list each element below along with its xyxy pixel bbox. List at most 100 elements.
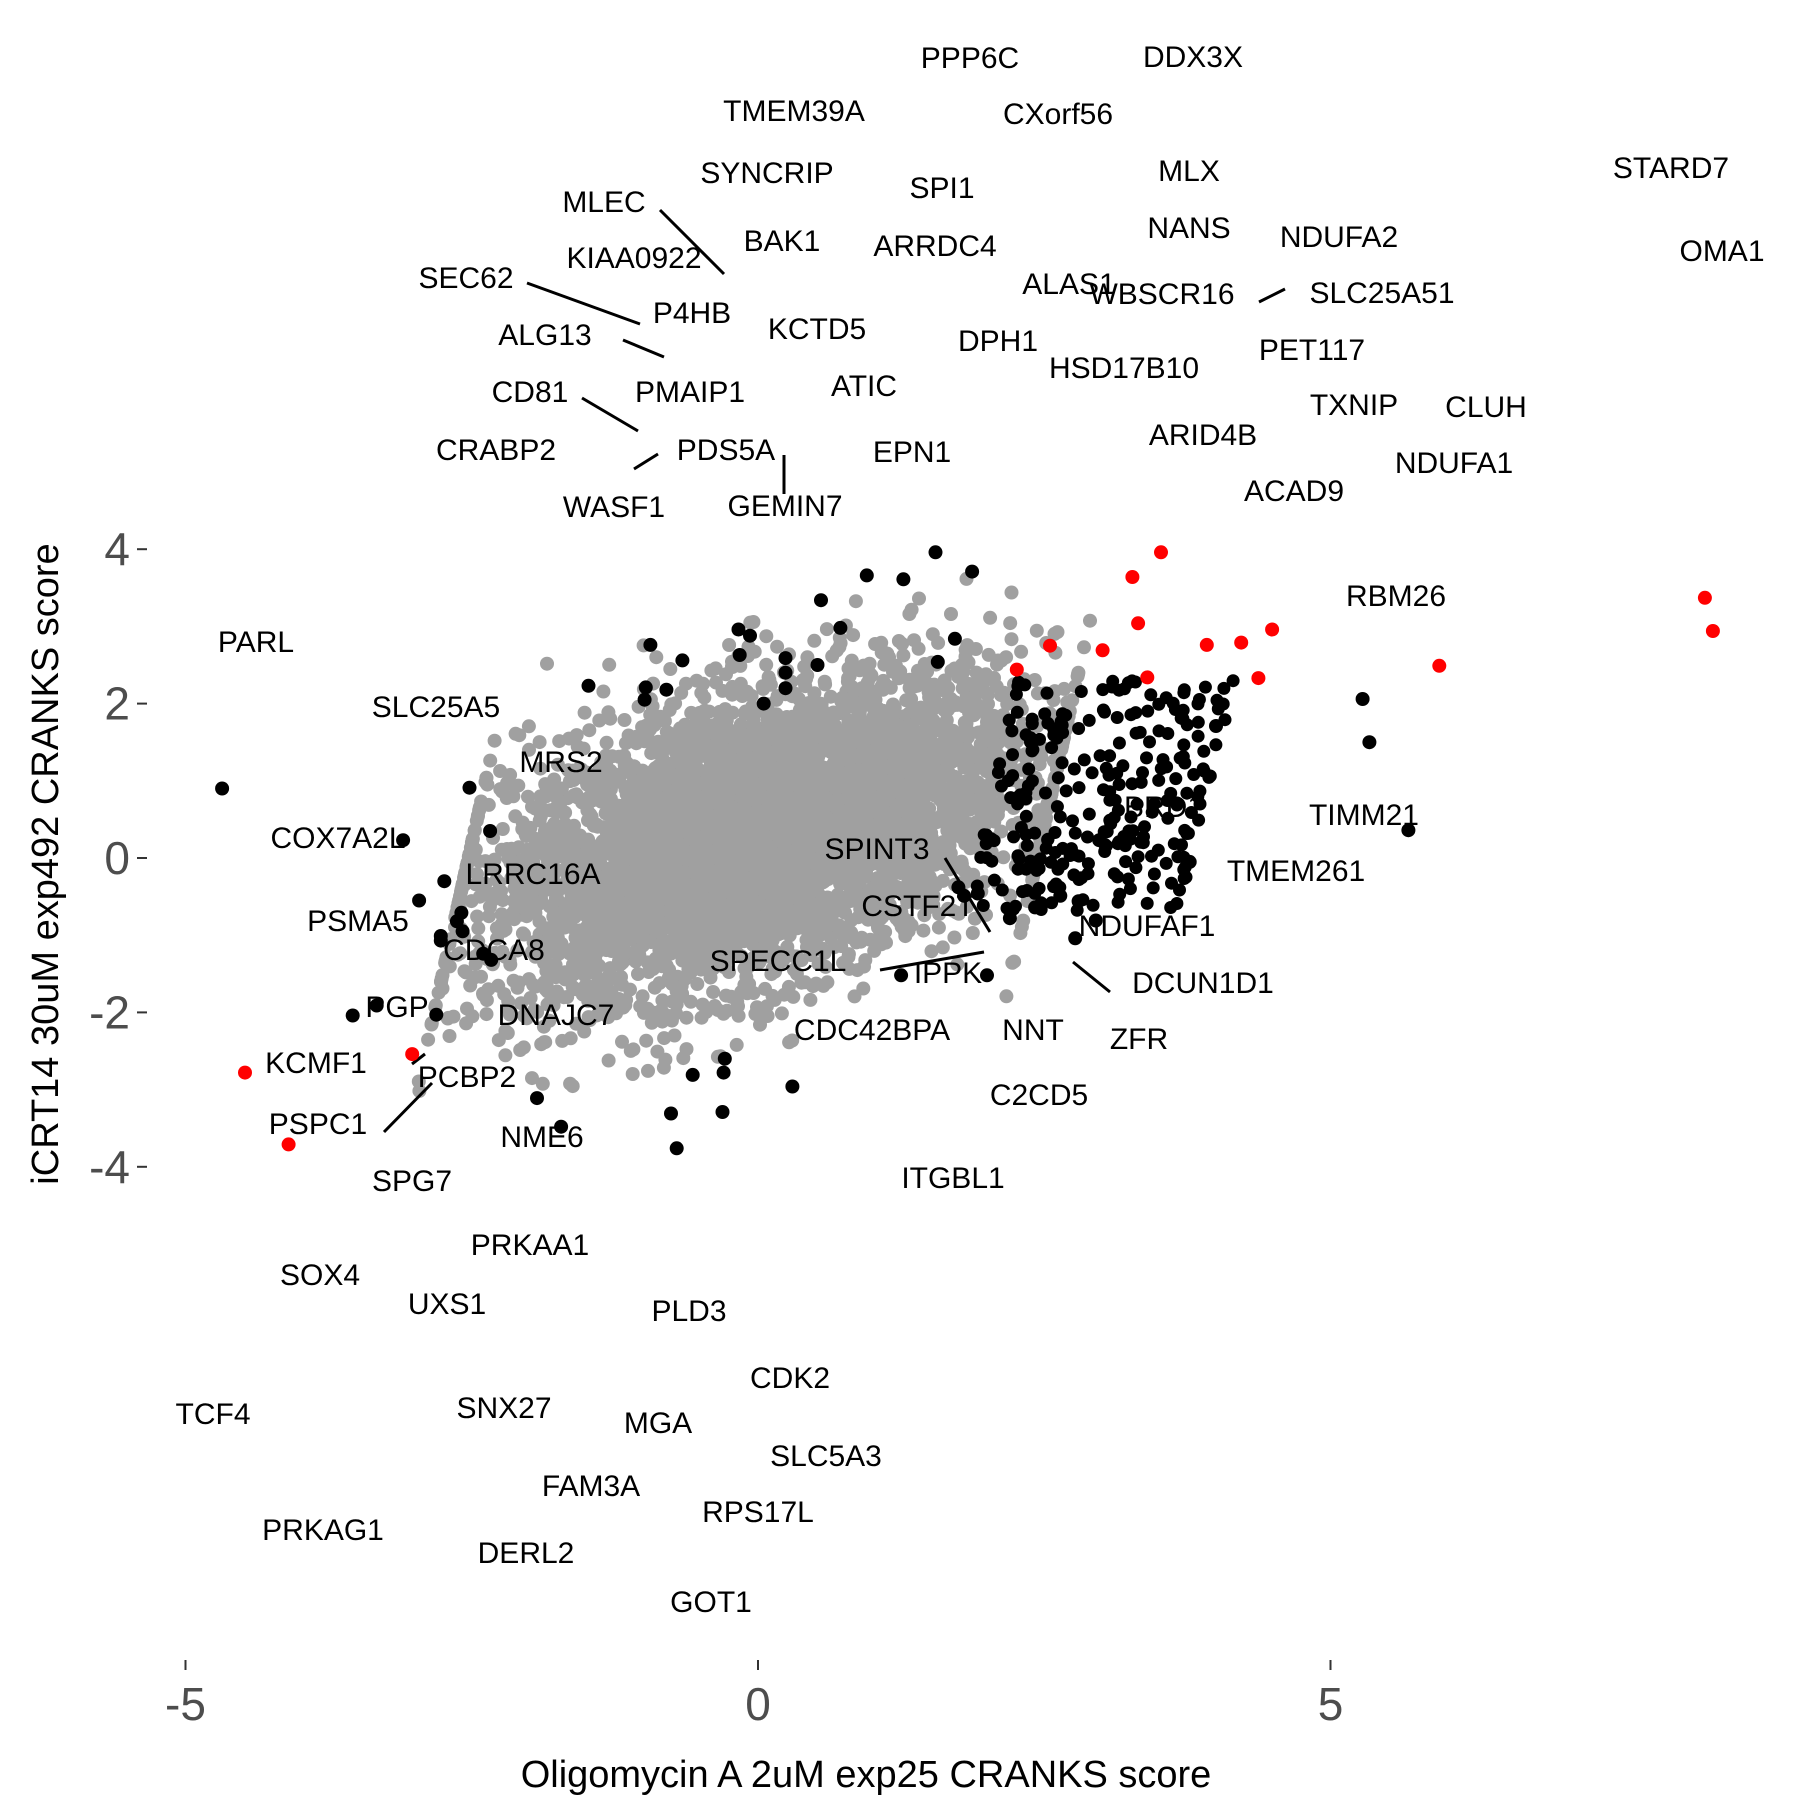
background-point bbox=[587, 851, 602, 866]
background-point bbox=[786, 852, 800, 866]
background-point bbox=[768, 964, 783, 979]
background-point bbox=[669, 997, 684, 1012]
background-point bbox=[615, 867, 630, 882]
background-point bbox=[807, 633, 822, 648]
background-point bbox=[479, 993, 494, 1008]
background-point bbox=[926, 737, 941, 752]
background-point bbox=[582, 1013, 597, 1027]
background-point bbox=[498, 1048, 513, 1063]
background-point bbox=[663, 662, 678, 676]
background-point bbox=[481, 982, 496, 997]
background-point bbox=[716, 1006, 731, 1021]
background-point bbox=[487, 733, 502, 748]
background-point bbox=[864, 851, 879, 866]
background-point bbox=[737, 706, 752, 721]
background-point bbox=[594, 934, 609, 949]
background-point bbox=[519, 1011, 534, 1026]
background-point bbox=[453, 946, 468, 961]
background-point bbox=[959, 899, 974, 914]
background-point bbox=[1077, 640, 1091, 655]
background-point bbox=[961, 655, 976, 670]
background-point bbox=[735, 800, 750, 815]
background-point bbox=[902, 786, 917, 801]
background-point bbox=[539, 979, 554, 994]
background-point bbox=[746, 615, 761, 629]
background-point bbox=[655, 993, 670, 1008]
background-point bbox=[878, 836, 893, 851]
background-point bbox=[495, 893, 510, 908]
background-point bbox=[759, 657, 774, 672]
background-point bbox=[1004, 632, 1019, 647]
background-point bbox=[844, 653, 859, 668]
background-point bbox=[800, 650, 815, 665]
background-point bbox=[601, 1010, 616, 1025]
background-point bbox=[468, 877, 483, 892]
background-point bbox=[816, 978, 831, 993]
background-point bbox=[960, 826, 975, 841]
background-point bbox=[624, 801, 639, 816]
background-point bbox=[686, 731, 701, 746]
background-point bbox=[1065, 693, 1080, 708]
background-point bbox=[1032, 757, 1047, 772]
background-point bbox=[604, 998, 618, 1013]
background-point bbox=[431, 985, 446, 1000]
background-point bbox=[842, 961, 857, 976]
background-point bbox=[618, 998, 633, 1013]
background-point bbox=[809, 854, 824, 869]
background-point bbox=[944, 607, 958, 621]
background-point bbox=[640, 920, 655, 935]
background-point bbox=[631, 812, 646, 827]
background-point bbox=[591, 773, 606, 788]
background-point bbox=[628, 834, 642, 849]
background-point bbox=[708, 952, 723, 967]
background-point bbox=[522, 742, 536, 757]
background-point bbox=[958, 642, 973, 657]
background-point bbox=[760, 1009, 775, 1023]
background-point bbox=[863, 694, 878, 709]
background-point bbox=[526, 977, 541, 992]
background-point bbox=[684, 937, 699, 952]
background-point bbox=[493, 764, 508, 778]
background-point bbox=[569, 926, 584, 941]
background-point bbox=[592, 998, 606, 1013]
background-point bbox=[729, 1037, 744, 1052]
background-point bbox=[885, 721, 900, 736]
background-point bbox=[955, 681, 970, 696]
background-point bbox=[615, 1034, 629, 1049]
background-point bbox=[924, 944, 939, 959]
background-point bbox=[886, 748, 901, 763]
background-point bbox=[596, 684, 611, 699]
background-point bbox=[668, 833, 683, 848]
background-point bbox=[546, 858, 560, 873]
background-point bbox=[561, 763, 576, 778]
background-point bbox=[510, 943, 525, 958]
background-point bbox=[560, 990, 575, 1004]
background-point bbox=[592, 762, 607, 776]
background-point bbox=[676, 1051, 691, 1066]
background-point-cloud bbox=[411, 571, 1097, 1098]
background-point bbox=[740, 818, 755, 833]
background-point bbox=[819, 831, 833, 846]
background-point bbox=[719, 667, 733, 682]
background-point bbox=[951, 738, 966, 753]
background-point bbox=[555, 907, 570, 922]
background-point bbox=[775, 858, 790, 873]
background-point bbox=[886, 866, 901, 881]
background-point bbox=[683, 994, 698, 1009]
background-point bbox=[439, 950, 454, 965]
background-point bbox=[537, 1035, 552, 1050]
background-point bbox=[957, 760, 972, 775]
background-point bbox=[480, 777, 495, 792]
background-point bbox=[1003, 616, 1018, 631]
background-point bbox=[635, 989, 650, 1004]
background-point bbox=[818, 959, 833, 974]
background-point bbox=[577, 705, 592, 720]
background-point bbox=[875, 682, 890, 697]
background-point bbox=[678, 972, 692, 986]
background-point bbox=[722, 638, 737, 652]
background-point bbox=[776, 953, 791, 968]
background-point bbox=[471, 921, 486, 936]
background-point bbox=[857, 959, 871, 974]
background-point bbox=[953, 793, 968, 808]
background-point bbox=[856, 658, 871, 673]
